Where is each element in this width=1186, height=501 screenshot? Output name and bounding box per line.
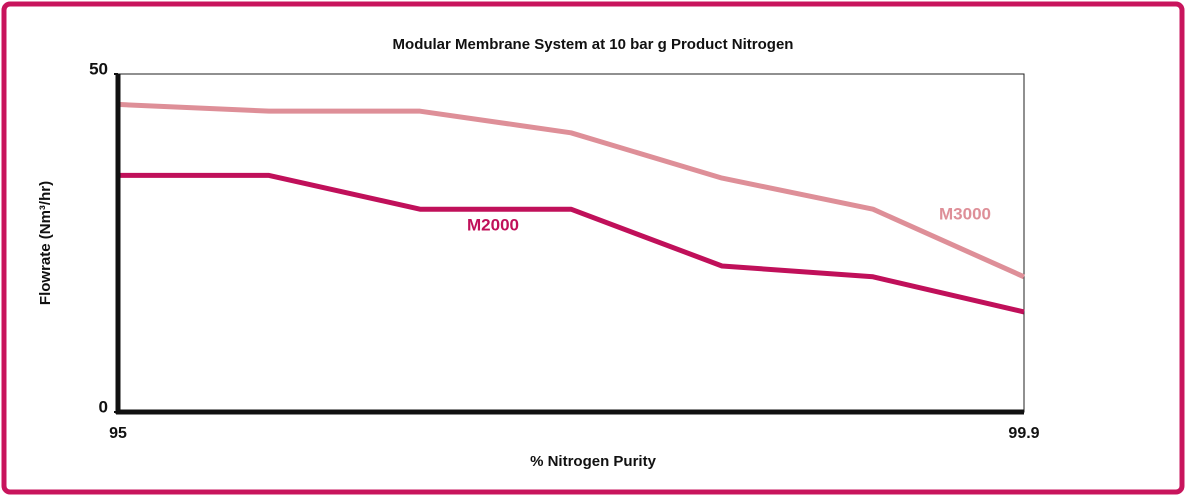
x-tick-label: 95 xyxy=(109,425,127,442)
y-axis-label: Flowrate (Nm³/hr) xyxy=(37,181,54,305)
y-tick-label: 50 xyxy=(89,59,108,78)
series-line xyxy=(118,172,1025,315)
x-axis-label: % Nitrogen Purity xyxy=(530,453,657,470)
series-label: M3000 xyxy=(939,204,991,223)
chart-title: Modular Membrane System at 10 bar g Prod… xyxy=(393,36,794,53)
series-line xyxy=(117,101,1026,280)
y-tick-label: 0 xyxy=(99,397,108,416)
x-tick-label: 99.9 xyxy=(1008,425,1039,442)
series-label: M2000 xyxy=(467,215,519,234)
